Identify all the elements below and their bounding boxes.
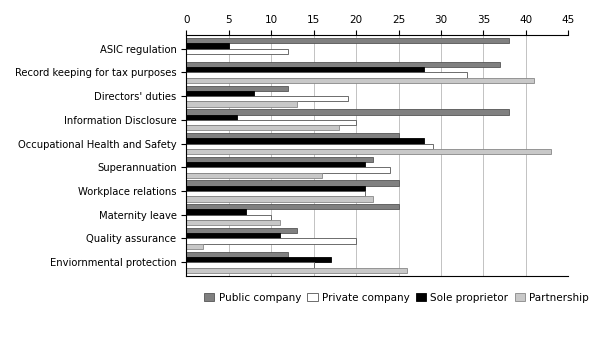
Bar <box>186 78 535 83</box>
Bar <box>186 262 314 268</box>
Bar <box>186 268 407 273</box>
Bar <box>186 191 365 196</box>
Bar <box>186 101 297 107</box>
Bar <box>186 115 237 120</box>
Bar <box>186 228 297 233</box>
Bar <box>186 149 552 154</box>
Bar <box>186 144 432 149</box>
Bar <box>186 133 399 138</box>
Bar <box>186 210 246 215</box>
Bar <box>186 120 356 125</box>
Bar <box>186 220 280 225</box>
Bar <box>186 85 289 91</box>
Legend: Public company, Private company, Sole proprietor, Partnership: Public company, Private company, Sole pr… <box>200 289 590 307</box>
Bar <box>186 157 373 162</box>
Bar <box>186 73 467 78</box>
Bar <box>186 186 365 191</box>
Bar <box>186 167 390 172</box>
Bar <box>186 252 289 257</box>
Bar <box>186 138 424 144</box>
Bar <box>186 244 204 249</box>
Bar <box>186 196 373 202</box>
Bar <box>186 67 424 73</box>
Bar <box>186 43 229 49</box>
Bar <box>186 49 289 54</box>
Bar <box>186 96 348 101</box>
Bar <box>186 215 271 220</box>
Bar <box>186 180 399 186</box>
Bar <box>186 125 339 130</box>
Bar <box>186 172 322 178</box>
Bar <box>186 38 509 43</box>
Bar <box>186 257 330 262</box>
Bar <box>186 204 399 210</box>
Bar <box>186 162 365 167</box>
Bar <box>186 109 509 115</box>
Bar <box>186 233 280 238</box>
Bar <box>186 91 254 96</box>
Bar <box>186 62 500 67</box>
Bar <box>186 238 356 244</box>
